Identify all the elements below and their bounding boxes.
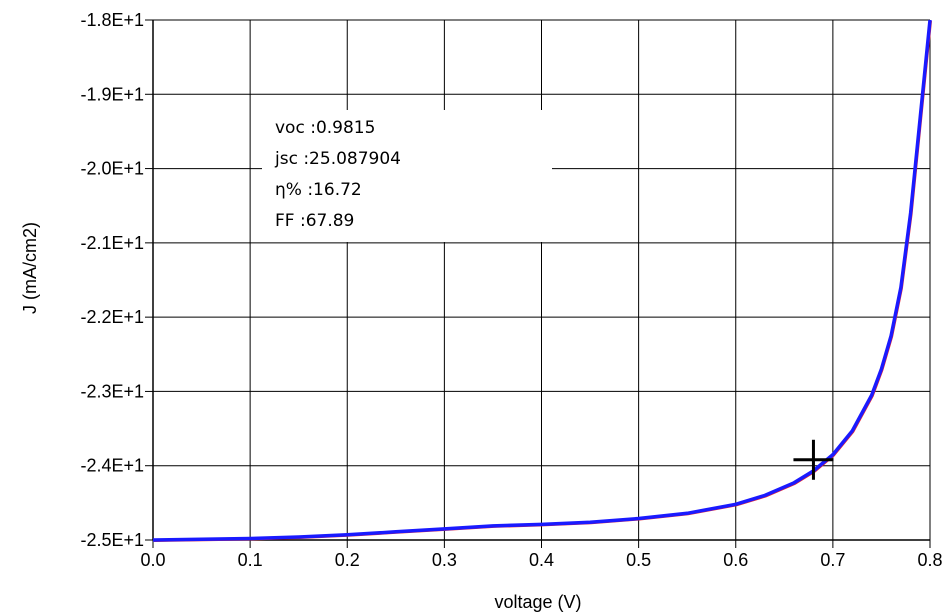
x-tick-label: 0.0 — [140, 550, 165, 570]
tick-marks — [145, 19, 931, 548]
x-tick-label: 0.7 — [820, 550, 845, 570]
cursor-marker[interactable] — [793, 439, 834, 480]
x-tick-label: 0.2 — [335, 550, 360, 570]
x-tick-label: 0.6 — [723, 550, 748, 570]
y-tick-label: -2.1E+1 — [80, 233, 144, 253]
y-tick-label: -2.2E+1 — [80, 307, 144, 327]
y-tick-label: -1.9E+1 — [80, 84, 144, 104]
y-tick-labels: -1.8E+1 -1.9E+1 -2.0E+1 -2.1E+1 -2.2E+1 -2.3E… — [80, 10, 144, 550]
x-tick-label: 0.4 — [529, 550, 554, 570]
series-line — [152, 19, 932, 542]
x-tick-label: 0.3 — [432, 550, 457, 570]
annotation-line: jsc :25.087904 — [274, 149, 401, 169]
y-tick-label: -1.8E+1 — [80, 10, 144, 30]
x-tick-labels: 0.0 0.1 0.2 0.3 0.4 0.5 0.6 0.7 0.8 — [140, 550, 942, 570]
annotation-background — [262, 110, 552, 242]
annotation-line: voc :0.9815 — [275, 118, 375, 138]
y-tick-label: -2.3E+1 — [80, 381, 144, 401]
y-tick-label: -2.4E+1 — [80, 456, 144, 476]
annotation-box: voc :0.9815 jsc :25.087904 η% :16.72 FF :67… — [262, 110, 552, 242]
annotation-line: FF :67.89 — [275, 211, 354, 231]
annotation-line: η% :16.72 — [275, 180, 362, 200]
x-axis-label: voltage (V) — [494, 592, 581, 612]
x-tick-label: 0.1 — [238, 550, 263, 570]
x-tick-label: 0.8 — [917, 550, 942, 570]
series-curve — [152, 19, 932, 542]
y-tick-label: -2.0E+1 — [80, 159, 144, 179]
y-axis-label: J (mA/cm2) — [20, 222, 40, 314]
y-tick-label: -2.5E+1 — [80, 530, 144, 550]
x-tick-label: 0.5 — [626, 550, 651, 570]
